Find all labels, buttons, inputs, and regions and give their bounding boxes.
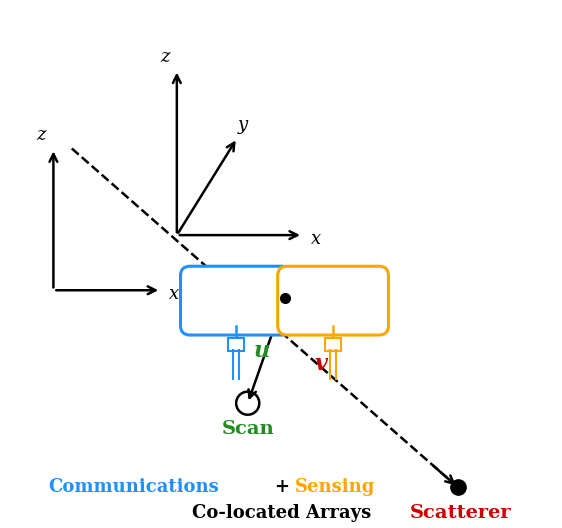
Text: +: + (274, 478, 289, 496)
FancyBboxPatch shape (278, 266, 388, 335)
Text: Co-located Arrays: Co-located Arrays (192, 504, 371, 523)
Text: Scan: Scan (221, 420, 274, 438)
Text: x: x (311, 230, 321, 248)
Text: z: z (37, 126, 46, 144)
FancyBboxPatch shape (325, 338, 341, 351)
Text: z: z (161, 48, 170, 65)
Text: y: y (237, 116, 247, 134)
FancyBboxPatch shape (228, 338, 244, 351)
FancyBboxPatch shape (180, 266, 291, 335)
Text: x: x (169, 285, 179, 303)
Text: v: v (315, 353, 328, 375)
Text: Scatterer: Scatterer (410, 504, 511, 523)
Text: Sensing: Sensing (295, 478, 375, 496)
Text: u: u (254, 340, 270, 362)
Text: Communications: Communications (48, 478, 219, 496)
